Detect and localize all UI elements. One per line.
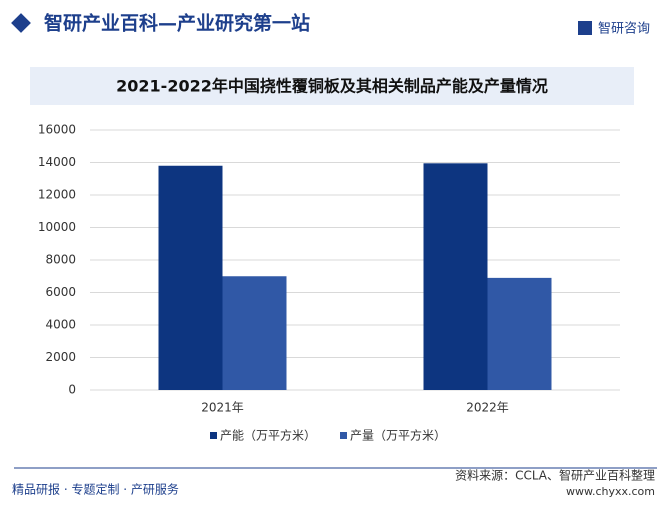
footer-left: 精品研报 · 专题定制 · 产研服务 bbox=[12, 482, 179, 497]
x-tick-label: 2022年 bbox=[466, 401, 509, 415]
footer-source: 资料来源：CCLA、智研产业百科整理 bbox=[455, 468, 655, 483]
y-tick-label: 0 bbox=[68, 383, 76, 397]
x-tick-label: 2021年 bbox=[201, 401, 244, 415]
bar bbox=[158, 165, 223, 390]
chart-title: 2021-2022年中国挠性覆铜板及其相关制品产能及产量情况 bbox=[116, 77, 548, 96]
y-tick-label: 14000 bbox=[38, 155, 76, 169]
bar bbox=[222, 276, 287, 390]
y-tick-label: 4000 bbox=[45, 318, 76, 332]
bar bbox=[423, 163, 488, 390]
logo-icon bbox=[578, 21, 592, 35]
header-icon bbox=[11, 13, 31, 33]
legend-marker bbox=[210, 432, 217, 439]
bar bbox=[487, 277, 552, 390]
logo-text: 智研咨询 bbox=[598, 22, 650, 37]
footer-site: www.chyxx.com bbox=[566, 485, 655, 498]
y-tick-label: 16000 bbox=[38, 123, 76, 137]
legend-label: 产量（万平方米） bbox=[350, 428, 446, 443]
y-tick-label: 2000 bbox=[45, 350, 76, 364]
y-tick-label: 6000 bbox=[45, 285, 76, 299]
y-tick-label: 10000 bbox=[38, 220, 76, 234]
y-tick-label: 8000 bbox=[45, 253, 76, 267]
legend-marker bbox=[340, 432, 347, 439]
y-tick-label: 12000 bbox=[38, 188, 76, 202]
legend-label: 产能（万平方米） bbox=[220, 428, 316, 443]
header-title: 智研产业百科—产业研究第一站 bbox=[44, 12, 310, 35]
title-box bbox=[30, 67, 634, 105]
